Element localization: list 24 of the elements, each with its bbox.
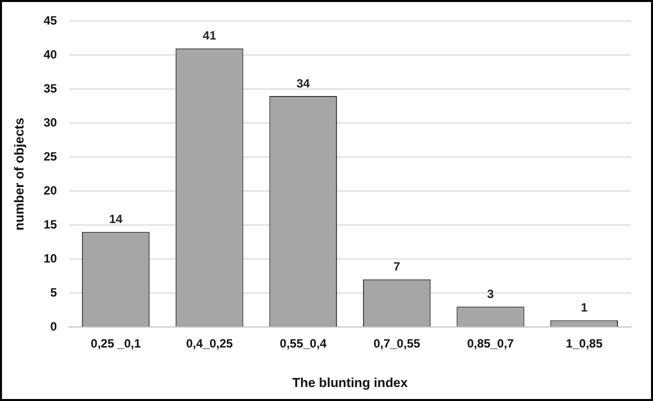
y-tick-label: 20 xyxy=(44,183,58,198)
data-label: 41 xyxy=(202,28,216,43)
x-tick-label: 1_0,85 xyxy=(566,336,603,351)
x-tick-label: 0,7_0,55 xyxy=(373,336,420,351)
y-tick-label: 40 xyxy=(44,47,58,62)
data-label: 14 xyxy=(109,212,123,226)
y-tick-label: 25 xyxy=(44,149,58,164)
y-tick-label: 30 xyxy=(44,115,58,130)
x-tick-label: 0,4_0,25 xyxy=(186,336,234,351)
y-tick-label: 5 xyxy=(50,285,58,300)
y-tick-label: 15 xyxy=(44,217,58,232)
data-label: 1 xyxy=(580,300,588,315)
data-label: 34 xyxy=(296,76,310,90)
y-tick-label: 35 xyxy=(44,81,58,96)
x-tick-label: 0,85_0,7 xyxy=(467,336,514,351)
y-tick-label: 0 xyxy=(50,319,58,334)
x-tick-label: 0,55_0,4 xyxy=(280,336,327,351)
x-tick-label: 0,25 _0,1 xyxy=(90,336,142,351)
data-label: 3 xyxy=(487,286,494,301)
y-tick-label: 10 xyxy=(44,251,58,266)
y-axis-title: number of objects xyxy=(11,118,26,230)
y-tick-label: 45 xyxy=(44,14,58,28)
data-label: 7 xyxy=(393,260,400,274)
x-axis-title: The blunting index xyxy=(292,374,409,390)
